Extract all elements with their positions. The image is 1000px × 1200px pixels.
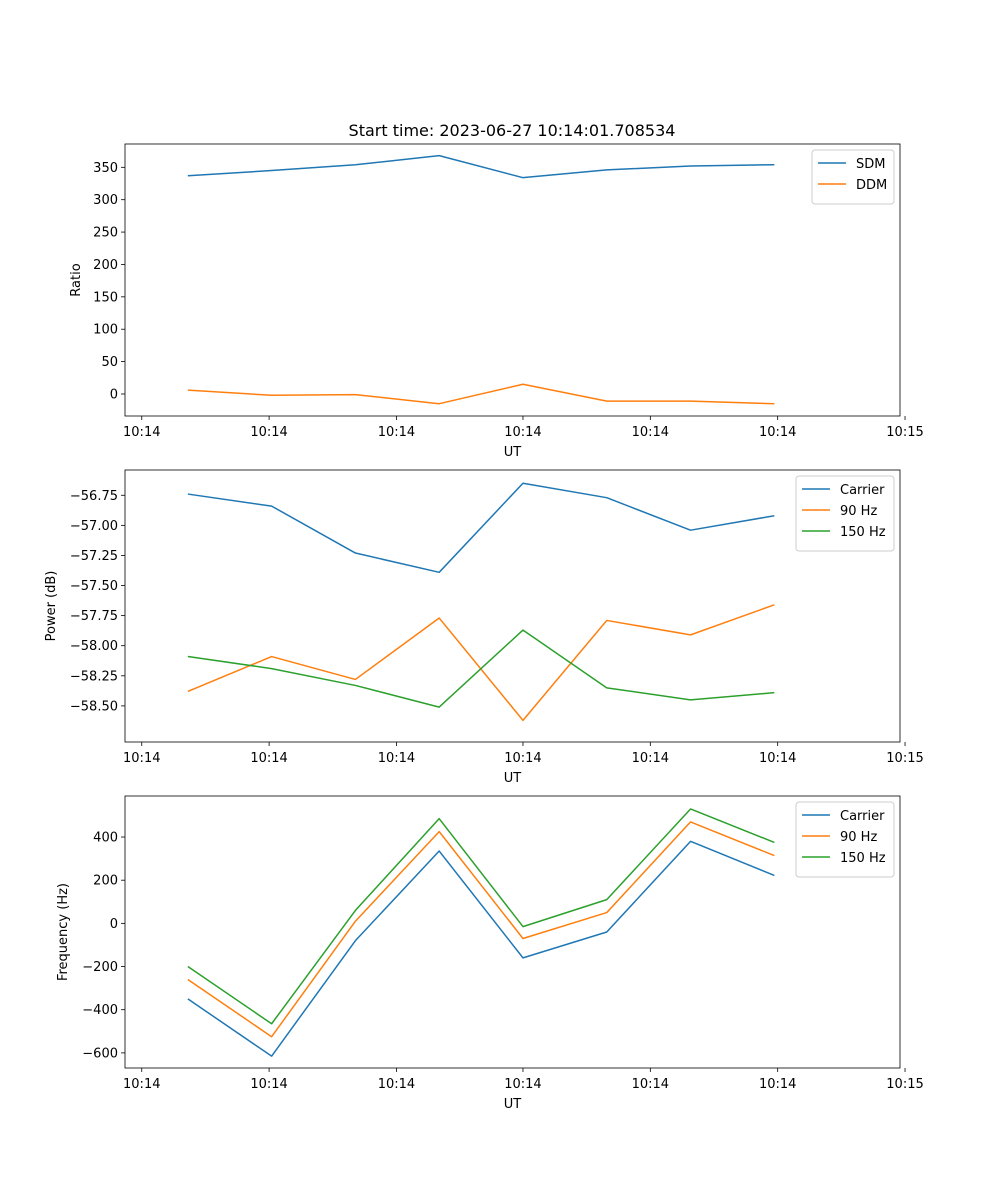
y-tick-label: 150 <box>93 290 118 305</box>
x-tick-label: 10:14 <box>250 751 287 766</box>
x-axis-label: UT <box>504 445 522 460</box>
y-tick-label: −56.75 <box>70 489 118 504</box>
x-tick-label: 10:14 <box>759 751 796 766</box>
legend-entry-label: 90 Hz <box>840 830 877 845</box>
legend: SDM DDM <box>811 149 895 205</box>
y-tick-label: 350 <box>93 161 118 176</box>
legend-entry-label: 90 Hz <box>840 504 877 519</box>
y-tick-label: −58.25 <box>70 669 118 684</box>
x-tick-label: 10:15 <box>886 751 923 766</box>
x-tick-label: 10:14 <box>123 425 160 440</box>
x-tick-label: 10:14 <box>250 425 287 440</box>
series-line-150-hz <box>187 808 775 1025</box>
legend-entry-label: Carrier <box>840 483 885 498</box>
series-line-90-hz <box>187 604 775 722</box>
y-tick-label: −57.75 <box>70 609 118 624</box>
y-axis-label: Power (dB) <box>44 571 59 642</box>
legend-box <box>795 475 895 552</box>
x-tick-label: 10:14 <box>632 751 669 766</box>
subplot-frequency: 10:14 10:14 10:14 10:14 10:14 10:14 10:15 −600 −… <box>56 795 924 1112</box>
legend-entry-label: DDM <box>856 178 887 193</box>
legend-entry-label: SDM <box>856 157 885 172</box>
y-tick-label: 0 <box>110 917 118 932</box>
y-tick-label: −57.50 <box>70 579 118 594</box>
legend-entry-label: 150 Hz <box>840 851 886 866</box>
series-line-90-hz <box>187 821 775 1038</box>
y-tick-label: −57.00 <box>70 519 118 534</box>
y-tick-label: 200 <box>93 258 118 273</box>
x-tick-label: 10:14 <box>759 425 796 440</box>
x-tick-label: 10:14 <box>504 1077 541 1092</box>
x-axis-label: UT <box>504 771 522 786</box>
x-tick-label: 10:14 <box>250 1077 287 1092</box>
x-tick-label: 10:14 <box>378 425 415 440</box>
subplot-power: 10:14 10:14 10:14 10:14 10:14 10:14 10:15 −56.7… <box>44 469 924 786</box>
x-tick-label: 10:14 <box>759 1077 796 1092</box>
x-tick-label: 10:14 <box>378 1077 415 1092</box>
series-line-sdm <box>187 154 775 179</box>
x-tick-label: 10:15 <box>886 1077 923 1092</box>
y-tick-label: 50 <box>101 355 118 370</box>
legend-entry-label: Carrier <box>840 809 885 824</box>
y-tick-label: 400 <box>93 831 118 846</box>
y-tick-label: 200 <box>93 874 118 889</box>
subplot-ratio: 10:14 10:14 10:14 10:14 10:14 10:14 10:15 0 50 10… <box>69 143 924 460</box>
y-tick-label: 300 <box>93 193 118 208</box>
axes-frame <box>124 469 901 743</box>
y-tick-label: 100 <box>93 323 118 338</box>
y-tick-label: −57.25 <box>70 549 118 564</box>
axes-frame <box>124 143 901 417</box>
x-tick-label: 10:15 <box>886 425 923 440</box>
y-axis-label: Frequency (Hz) <box>56 883 71 981</box>
x-tick-label: 10:14 <box>123 751 160 766</box>
axes-frame <box>124 795 901 1069</box>
x-tick-label: 10:14 <box>504 425 541 440</box>
x-tick-label: 10:14 <box>378 751 415 766</box>
y-tick-label: −58.50 <box>70 699 118 714</box>
legend: Carrier 90 Hz 150 Hz <box>795 475 895 552</box>
x-tick-label: 10:14 <box>504 751 541 766</box>
legend-entry-label: 150 Hz <box>840 525 886 540</box>
y-tick-label: −400 <box>82 1003 118 1018</box>
x-tick-label: 10:14 <box>632 425 669 440</box>
y-tick-label: 250 <box>93 226 118 241</box>
y-tick-label: −600 <box>82 1046 118 1061</box>
legend: Carrier 90 Hz 150 Hz <box>795 801 895 878</box>
x-axis-label: UT <box>504 1097 522 1112</box>
x-tick-label: 10:14 <box>632 1077 669 1092</box>
series-line-ddm <box>187 383 775 405</box>
y-tick-label: 0 <box>110 387 118 402</box>
series-line-carrier <box>187 840 775 1057</box>
y-tick-label: −200 <box>82 960 118 975</box>
x-tick-label: 10:14 <box>123 1077 160 1092</box>
legend-box <box>795 801 895 878</box>
series-line-150-hz <box>187 629 775 708</box>
figure-title: Start time: 2023-06-27 10:14:01.708534 <box>349 121 676 140</box>
y-tick-label: −58.00 <box>70 639 118 654</box>
y-axis-label: Ratio <box>69 263 84 296</box>
series-line-carrier <box>187 482 775 574</box>
